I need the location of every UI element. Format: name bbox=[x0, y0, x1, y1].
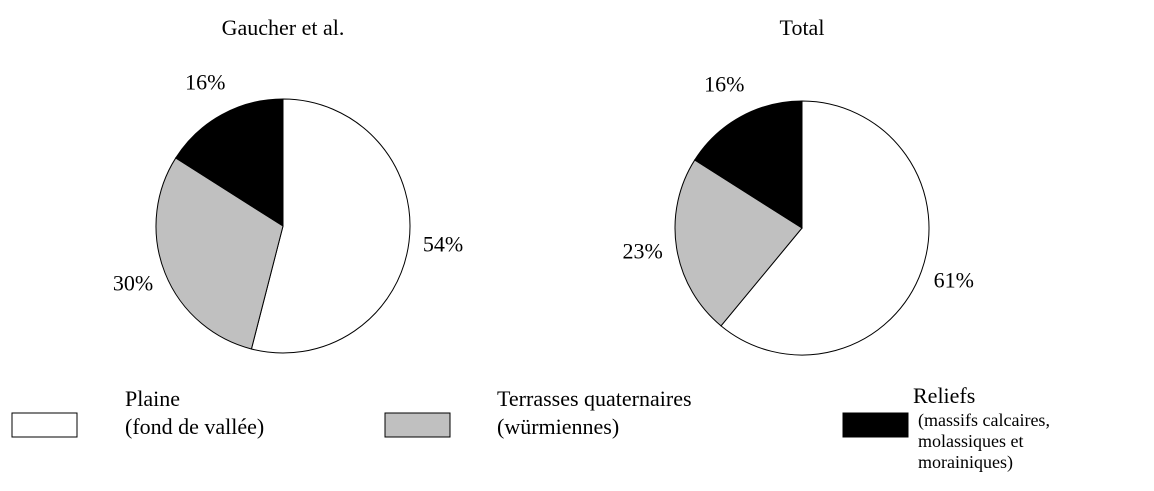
pie-slice bbox=[155, 157, 284, 350]
legend-label: morainiques) bbox=[918, 452, 1013, 473]
pie-slice bbox=[250, 98, 411, 354]
slice-label: 16% bbox=[704, 72, 744, 97]
legend-swatch bbox=[11, 412, 78, 438]
legend-label: (massifs calcaires, bbox=[918, 410, 1050, 431]
slice-label: 54% bbox=[423, 231, 463, 256]
chart-title: Total bbox=[780, 15, 825, 40]
pie-slice bbox=[720, 100, 930, 356]
legend-label: molassiques et bbox=[918, 431, 1024, 451]
legend-label: Plaine bbox=[125, 386, 180, 411]
legend-label: (fond de vallée) bbox=[125, 414, 264, 439]
legend-swatch bbox=[384, 412, 451, 438]
pie-slice bbox=[674, 159, 803, 327]
pie-slice bbox=[694, 100, 803, 229]
slice-label: 23% bbox=[623, 238, 663, 263]
pie-slice bbox=[175, 98, 284, 227]
legend-label: Terrasses quaternaires bbox=[497, 386, 692, 411]
slice-label: 16% bbox=[185, 70, 225, 95]
chart-title: Gaucher et al. bbox=[222, 15, 345, 40]
slice-label: 61% bbox=[934, 268, 974, 293]
legend-label: (würmiennes) bbox=[497, 414, 619, 439]
legend-swatch bbox=[842, 412, 909, 438]
legend-label: Reliefs bbox=[913, 383, 975, 408]
slice-label: 30% bbox=[113, 270, 153, 295]
